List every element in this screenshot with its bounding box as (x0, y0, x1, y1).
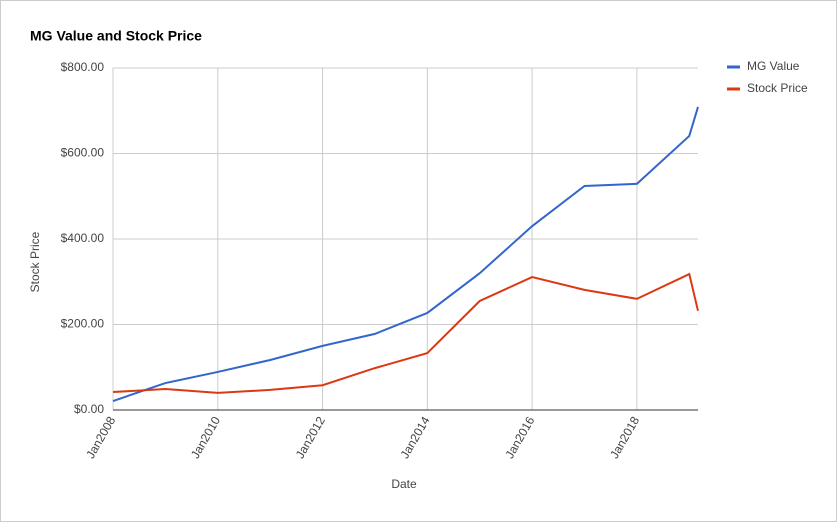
y-tick-label: $600.00 (61, 146, 105, 160)
y-tick-label: $200.00 (61, 317, 105, 331)
chart-title: MG Value and Stock Price (30, 28, 202, 44)
line (112, 272, 699, 394)
y-tick-label: $0.00 (74, 402, 104, 416)
y-tick-label: $800.00 (61, 60, 105, 74)
x-axis-label: Date (391, 477, 417, 491)
y-tick-label: $400.00 (61, 231, 105, 245)
legend-label: Stock Price (747, 81, 808, 95)
legend-label: MG Value (747, 59, 800, 73)
line (112, 106, 699, 402)
y-axis-label: Stock Price (28, 231, 42, 292)
